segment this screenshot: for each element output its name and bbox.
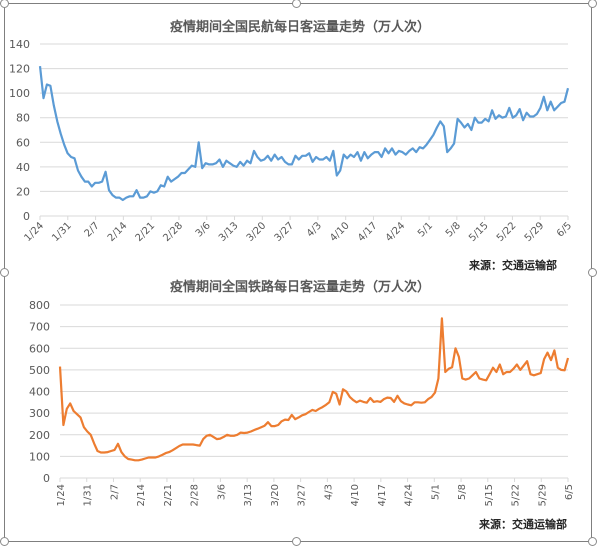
- aviation-source-note: 来源：交通运输部: [469, 259, 557, 272]
- x-tick-label: 1/24: [56, 484, 67, 506]
- resize-handle-top-left[interactable]: [0, 0, 9, 8]
- resize-handle-middle-right[interactable]: [588, 268, 597, 277]
- x-tick-label: 1/31: [83, 484, 94, 506]
- x-tick-label: 2/14: [136, 484, 147, 506]
- resize-handle-bottom-left[interactable]: [0, 537, 9, 546]
- y-tick-label: 140: [9, 38, 30, 51]
- y-tick-label: 60: [16, 136, 30, 149]
- x-tick-label: 5/8: [457, 484, 468, 500]
- x-tick-label: 3/27: [297, 484, 308, 506]
- y-tick-label: 100: [29, 450, 50, 463]
- x-tick-label: 5/29: [537, 484, 548, 506]
- y-tick-label: 80: [16, 112, 30, 125]
- x-tick-label: 2/21: [163, 484, 174, 506]
- x-tick-label: 6/5: [564, 484, 575, 500]
- y-tick-label: 0: [43, 472, 50, 485]
- x-tick-label: 4/10: [350, 484, 361, 506]
- y-tick-label: 500: [29, 364, 50, 377]
- y-tick-label: 800: [29, 299, 50, 312]
- y-tick-label: 700: [29, 321, 50, 334]
- y-tick-label: 600: [29, 342, 50, 355]
- resize-handle-top-right[interactable]: [588, 0, 597, 8]
- resize-handle-bottom-middle[interactable]: [292, 537, 301, 546]
- x-tick-label: 3/13: [243, 484, 254, 506]
- y-tick-label: 100: [9, 87, 30, 100]
- railway-source-note: 来源：交通运输部: [479, 518, 567, 531]
- y-tick-label: 200: [29, 429, 50, 442]
- x-tick-label: 5/15: [484, 484, 495, 506]
- data-series-line[interactable]: [58, 317, 570, 462]
- x-tick-label: 3/20: [270, 484, 281, 506]
- x-tick-label: 5/1: [430, 484, 441, 500]
- y-tick-label: 40: [16, 161, 30, 174]
- y-tick-label: 0: [23, 210, 30, 223]
- resize-handle-bottom-right[interactable]: [588, 537, 597, 546]
- railway-chart-title: 疫情期间全国铁路每日客运量走势（万人次）: [169, 280, 430, 295]
- aviation-chart[interactable]: 疫情期间全国民航每日客运量走势（万人次） 0 20 40 60 80 100 120 140 1…: [0, 0, 600, 275]
- y-tick-label: 400: [29, 386, 50, 399]
- data-series-line[interactable]: [38, 65, 570, 202]
- y-tick-label: 300: [29, 407, 50, 420]
- resize-handle-middle-left[interactable]: [0, 268, 9, 277]
- x-tick-label: 4/24: [404, 484, 415, 506]
- x-tick-label: 3/6: [216, 484, 227, 500]
- x-tick-label: 2/28: [190, 484, 201, 506]
- y-tick-label: 20: [16, 185, 30, 198]
- x-tick-label: 2/7: [109, 484, 120, 500]
- x-tick-label: 4/3: [323, 484, 334, 500]
- aviation-chart-title: 疫情期间全国民航每日客运量走势（万人次）: [169, 20, 430, 35]
- x-tick-label: 5/22: [511, 484, 522, 506]
- x-tick-label: 4/17: [377, 484, 388, 506]
- y-tick-label: 120: [9, 63, 30, 76]
- resize-handle-top-middle[interactable]: [292, 0, 301, 8]
